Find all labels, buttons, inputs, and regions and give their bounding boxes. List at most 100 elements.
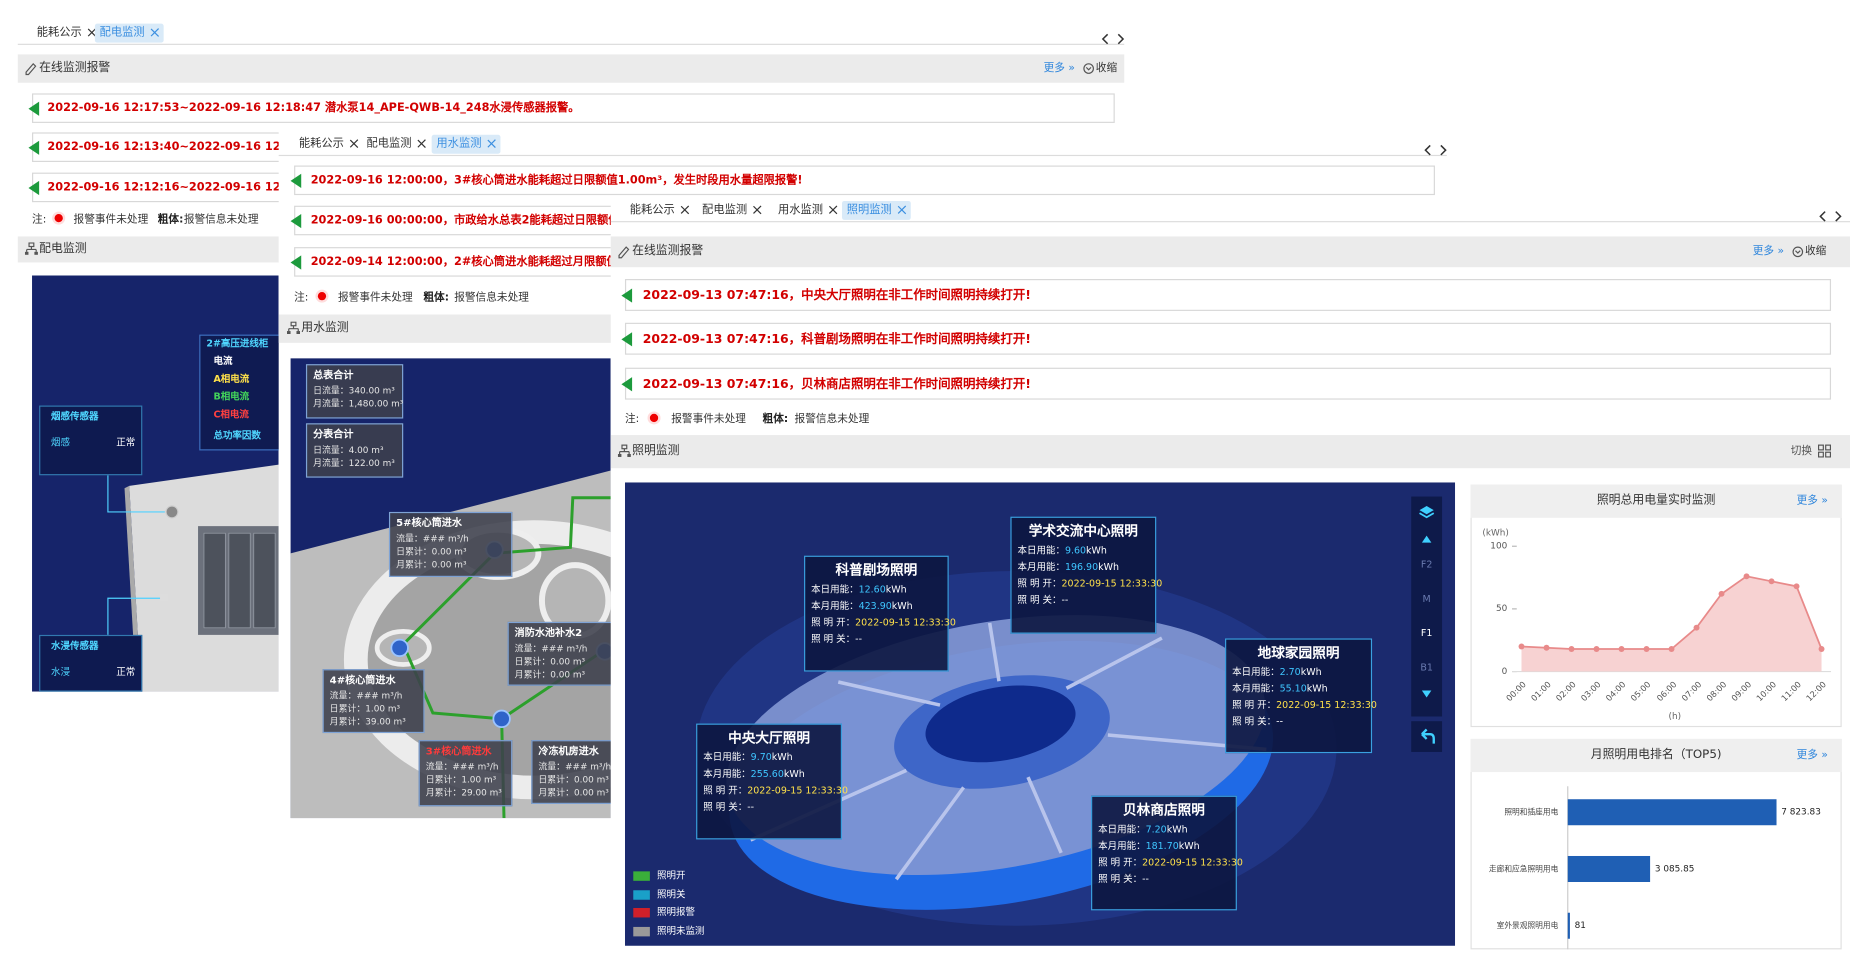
floor-button[interactable]: B1	[1420, 662, 1433, 673]
tab[interactable]: 能耗公示	[625, 201, 694, 220]
alarm-marker	[28, 140, 40, 155]
alarm-marker	[621, 331, 633, 346]
meter-row: 日累计：0.00 m³	[538, 774, 609, 786]
category-label: 室外景观照明用电	[1496, 921, 1559, 931]
tab-next[interactable]	[1116, 33, 1125, 45]
zone-box	[1225, 638, 1373, 754]
zone-row-value: 423.90	[858, 600, 892, 612]
tab[interactable]: 配电监测	[94, 23, 164, 43]
tab-label: 能耗公示	[36, 26, 82, 40]
alarm-row	[624, 367, 1832, 400]
tab-next[interactable]	[1833, 210, 1842, 222]
tab-label: 能耗公示	[298, 137, 344, 151]
category-label: 走廊和应急照明用电	[1488, 864, 1559, 874]
tab[interactable]: 配电监测	[362, 135, 431, 154]
zone-box	[1091, 795, 1237, 911]
tab[interactable]: 能耗公示	[294, 135, 363, 154]
zone-row-unit: kWh	[1306, 683, 1328, 695]
back-icon	[1421, 728, 1435, 744]
zone-row-label: 照 明 关：	[811, 633, 856, 645]
zone-row: 照 明 关：--	[811, 631, 862, 648]
point	[1668, 646, 1675, 652]
edit-icon	[25, 62, 37, 76]
switch-icon	[1817, 444, 1832, 458]
tab[interactable]: 用水监测	[431, 134, 501, 154]
note-text: 报警事件未处理	[73, 213, 149, 226]
note-label: 注:	[624, 413, 640, 426]
ring-spoke	[837, 680, 941, 707]
icon-part	[618, 246, 630, 259]
sensor-name: 水浸传感器	[50, 640, 99, 652]
zone-row-label: 本日用能：	[1232, 666, 1280, 678]
tab[interactable]: 配电监测	[697, 201, 766, 220]
zone-row: 照 明 关：--	[703, 799, 754, 816]
zone-row: 照 明 开：2022-09-15 12:33:30	[1232, 698, 1377, 715]
floor-down	[1421, 690, 1432, 698]
tab-close[interactable]	[898, 206, 906, 214]
zone-row: 本日用能：12.60kWh	[811, 582, 907, 599]
alarm-marker	[28, 180, 40, 195]
point	[1743, 573, 1750, 580]
tab-label: 能耗公示	[629, 203, 675, 217]
floor-button[interactable]: F1	[1420, 627, 1433, 639]
point	[1543, 644, 1550, 651]
zone-row-label: 照 明 开：	[1098, 857, 1143, 868]
tab[interactable]: 用水监测	[773, 201, 842, 220]
alarm-row	[32, 93, 1115, 123]
zone-row-value: 2022-09-15 12:33:30	[1142, 857, 1243, 868]
floor-button[interactable]: F2	[1420, 559, 1433, 570]
connector	[107, 597, 161, 635]
chart-panel	[1470, 738, 1842, 950]
tab[interactable]: 照明监测	[841, 200, 911, 220]
tab-close[interactable]	[350, 140, 358, 148]
more-link[interactable]: 更多 »	[1752, 245, 1785, 258]
y-tick-label: 100	[1490, 540, 1508, 551]
zone-row-label: 照 明 关：	[1098, 873, 1143, 885]
zone-row-value: --	[1276, 716, 1283, 728]
more-link[interactable]: 更多 »	[1796, 749, 1828, 762]
point	[1518, 643, 1525, 650]
tab-prev[interactable]	[1423, 144, 1432, 156]
more-link[interactable]: 更多 »	[1796, 495, 1828, 508]
icon-part	[1419, 506, 1434, 515]
tab-label: 配电监测	[702, 203, 748, 217]
zone-row-value: 7.20	[1145, 824, 1167, 835]
legend-label: 照明开	[656, 870, 686, 881]
switch-link[interactable]: 切换	[1790, 445, 1813, 458]
tab-close[interactable]	[753, 206, 761, 214]
tab[interactable]: 能耗公示	[32, 24, 101, 43]
info-panel	[199, 334, 283, 451]
cabinet-door	[253, 532, 276, 629]
tab-close[interactable]	[151, 28, 159, 36]
alarm-text: 2022-09-16 12:00:00，3#核心筒进水能耗超过日限额值1.00m…	[310, 173, 803, 187]
alarm-text: 2022-09-16 12:17:53~2022-09-16 12:18:47 …	[47, 101, 580, 115]
valve	[390, 638, 409, 658]
collapse-link[interactable]: 收缩	[1804, 245, 1827, 258]
icon-part	[1440, 144, 1447, 156]
zone-row: 本月用能：255.60kWh	[703, 766, 805, 783]
alarm-marker	[28, 101, 40, 116]
more-link[interactable]: 更多 »	[1043, 62, 1075, 75]
section-header	[610, 435, 1850, 469]
tab-close[interactable]	[417, 140, 425, 148]
icon-part	[1085, 66, 1092, 71]
tab-prev[interactable]	[1818, 210, 1827, 222]
tab-next[interactable]	[1438, 144, 1447, 156]
zone-title: 中央大厅照明	[728, 729, 810, 747]
tab-close[interactable]	[829, 206, 837, 214]
meter-box	[305, 423, 404, 478]
legend-swatch	[633, 889, 650, 900]
collapse-link[interactable]: 收缩	[1095, 62, 1118, 75]
tab-close[interactable]	[487, 140, 495, 148]
tab-divider	[17, 43, 1125, 45]
panel-header	[17, 54, 1125, 83]
alarm-dot	[649, 413, 659, 423]
zone-row-label: 照 明 开：	[811, 617, 856, 628]
floor-button[interactable]: M	[1422, 593, 1431, 605]
tab-prev[interactable]	[1101, 33, 1110, 45]
zone-row: 本月用能：423.90kWh	[811, 598, 913, 615]
icon-part	[1835, 211, 1842, 222]
zone-row-label: 本日用能：	[1017, 545, 1065, 556]
tab-close[interactable]	[681, 206, 689, 214]
legend-label: 照明报警	[656, 906, 695, 918]
